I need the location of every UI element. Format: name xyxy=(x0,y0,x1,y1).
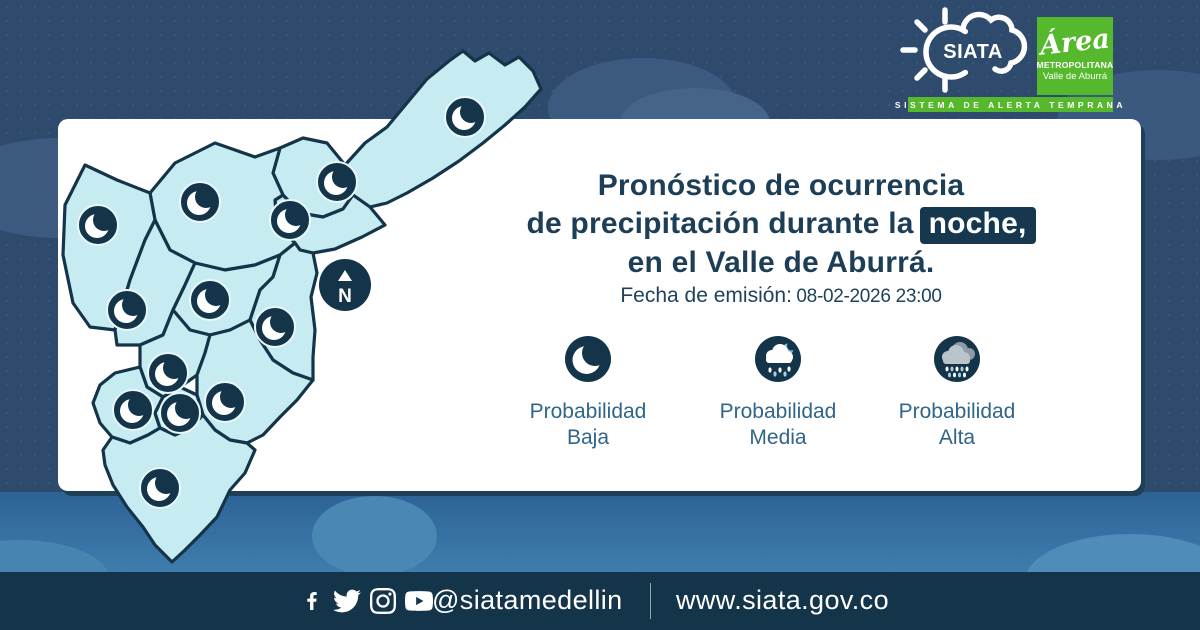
north-compass-icon: N xyxy=(319,259,371,311)
instagram-icon[interactable] xyxy=(370,588,396,614)
moon-icon xyxy=(147,352,189,394)
siata-cloud-outline xyxy=(960,11,1028,74)
legend-label: Probabilidad Media xyxy=(719,400,837,449)
valle-de-aburra-map: N xyxy=(61,49,543,564)
moon-icon xyxy=(565,336,611,382)
moon-icon xyxy=(444,96,486,138)
emission-date-value: 08-02-2026 23:00 xyxy=(796,286,942,307)
heavy-rain-cloud-icon xyxy=(934,336,980,382)
area-logo-script: Área xyxy=(1038,23,1112,62)
moon-icon xyxy=(254,306,296,348)
title-line-2: de precipitación durante la noche, xyxy=(498,205,1064,244)
emission-date-label: Fecha de emisión: xyxy=(620,284,792,307)
title-line-1: Pronóstico de ocurrencia xyxy=(597,169,965,202)
siata-logo: SIATA xyxy=(900,7,1028,93)
title-highlight-noche: noche, xyxy=(919,207,1036,244)
youtube-icon[interactable] xyxy=(405,587,433,615)
moon-icon xyxy=(106,289,148,331)
forecast-title: Pronóstico de ocurrencia de precipitació… xyxy=(498,167,1064,282)
moon-icon xyxy=(139,467,181,509)
moon-icon xyxy=(77,204,119,246)
municipality-shape xyxy=(343,49,543,209)
title-line-3: en el Valle de Aburrá. xyxy=(627,246,935,279)
area-logo-metropolitana: METROPOLITANA xyxy=(1036,60,1114,70)
siata-tagline-bar: SISTEMA DE ALERTA TEMPRANA xyxy=(895,97,1123,112)
legend-label: Probabilidad Baja xyxy=(529,400,647,449)
facebook-icon[interactable] xyxy=(300,589,324,613)
compass-label: N xyxy=(338,286,352,307)
footer-divider xyxy=(650,583,651,619)
area-metropolitana-logo: Área METROPOLITANA Valle de Aburrá xyxy=(1037,17,1113,95)
siata-sun-arc xyxy=(923,24,969,80)
moon-icon xyxy=(269,199,311,241)
emission-date-row: Fecha de emisión: 08-02-2026 23:00 xyxy=(498,284,1064,308)
moon-icon xyxy=(179,181,221,223)
legend-item-baja: Probabilidad Baja xyxy=(498,334,678,451)
sun-rays-icon xyxy=(900,7,948,93)
legend-item-media: Probabilidad Media xyxy=(688,334,868,451)
footer-bar xyxy=(0,572,1200,630)
moon-icon xyxy=(159,392,201,434)
moon-icon xyxy=(189,279,231,321)
area-logo-valle: Valle de Aburrá xyxy=(1042,71,1108,82)
legend-label: Probabilidad Alta xyxy=(898,400,1016,449)
siata-logo-text: SIATA xyxy=(943,41,1003,63)
legend-item-alta: Probabilidad Alta xyxy=(867,334,1047,451)
moon-icon xyxy=(316,161,358,203)
moon-icon xyxy=(112,389,154,431)
website-link[interactable]: www.siata.gov.co xyxy=(676,585,889,615)
rain-cloud-moon-icon xyxy=(755,336,801,382)
social-handle[interactable]: @siatamedellin xyxy=(432,585,623,615)
background-cloud xyxy=(312,496,437,576)
moon-icon xyxy=(204,381,246,423)
twitter-icon[interactable] xyxy=(333,587,361,615)
social-icons xyxy=(300,586,433,616)
